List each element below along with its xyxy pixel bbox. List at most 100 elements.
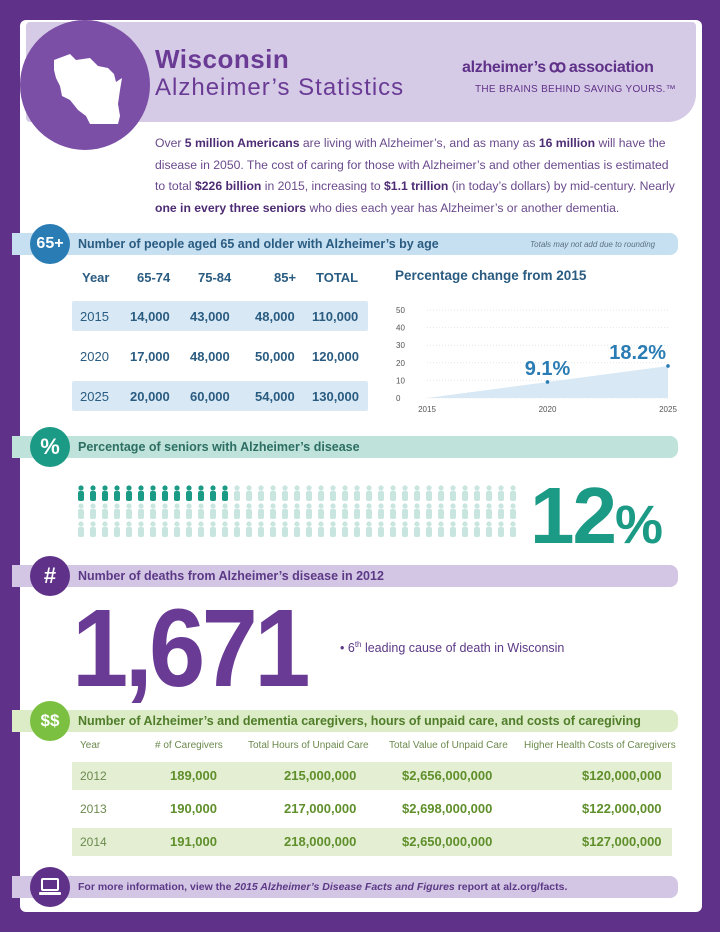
person-icon — [436, 521, 446, 543]
y-tick-label: 30 — [396, 341, 405, 350]
data-label: 18.2% — [609, 342, 666, 364]
person-icon — [88, 485, 98, 507]
person-icon — [340, 503, 350, 525]
person-icon — [232, 485, 242, 507]
cg-cell-hours: 217,000,000 — [284, 801, 357, 816]
person-icon — [496, 521, 506, 543]
person-icon — [508, 521, 518, 543]
section-title-deaths: Number of deaths from Alzheimer’s diseas… — [78, 569, 384, 583]
cell-85plus: 50,000 — [255, 349, 295, 364]
y-tick-label: 10 — [396, 376, 405, 385]
section-bar-percentage — [12, 436, 678, 458]
person-icon — [352, 521, 362, 543]
person-icon — [208, 503, 218, 525]
cg-row-shade — [72, 828, 672, 856]
person-icon — [196, 503, 206, 525]
table-row-shade — [72, 381, 368, 411]
person-icon — [484, 503, 494, 525]
cg-cell-hours: 215,000,000 — [284, 768, 357, 783]
person-icon — [148, 485, 158, 507]
cell-total: 130,000 — [312, 389, 359, 404]
y-tick-label: 40 — [396, 324, 405, 333]
cell-total: 110,000 — [312, 309, 359, 324]
person-icon — [292, 521, 302, 543]
col-header-85plus: 85+ — [274, 270, 297, 285]
percentage-change-chart: 0 10 20 30 40 50 9.1% 18.2% 2015 2020 2025 — [396, 306, 677, 414]
person-icon — [496, 503, 506, 525]
chart-title: Percentage change from 2015 — [395, 268, 587, 283]
section-bar-caregivers — [12, 710, 678, 732]
cell-total: 120,000 — [312, 349, 359, 364]
person-icon — [196, 485, 206, 507]
person-icon — [148, 503, 158, 525]
person-icon — [448, 485, 458, 507]
alz-association-logo[interactable]: alzheimer’s ꝏ association — [462, 57, 654, 77]
intro-highlight: 5 million Americans — [184, 136, 300, 150]
person-icon — [112, 503, 122, 525]
cg-cell-value: $2,698,000,000 — [402, 801, 493, 816]
person-icon — [460, 503, 470, 525]
person-icon — [256, 521, 266, 543]
person-icon — [100, 503, 110, 525]
cg-header-health-costs: Higher Health Costs of Caregivers — [524, 740, 676, 751]
person-icon — [160, 521, 170, 543]
data-label: 9.1% — [525, 358, 571, 380]
x-tick-label: 2025 — [659, 405, 677, 414]
person-icon — [400, 503, 410, 525]
person-icon — [376, 521, 386, 543]
cg-row-shade — [72, 762, 672, 790]
person-icon — [316, 485, 326, 507]
cg-header-hours: Total Hours of Unpaid Care — [248, 740, 369, 751]
section-bar-age — [12, 233, 678, 255]
person-icon — [280, 521, 290, 543]
deaths-value: 1,671 — [72, 587, 311, 710]
person-icon — [376, 485, 386, 507]
person-icon — [424, 503, 434, 525]
wisconsin-map-badge — [20, 20, 150, 150]
cg-cell-health-costs: $122,000,000 — [582, 801, 662, 816]
person-icon — [136, 503, 146, 525]
intro-text: (in today’s dollars) by mid-century. Nea… — [448, 179, 675, 193]
cg-cell-caregivers: 191,000 — [170, 834, 217, 849]
intro-text: who dies each year has Alzheimer’s or an… — [306, 200, 620, 215]
person-icon — [160, 485, 170, 507]
cell-65-74: 20,000 — [130, 389, 170, 404]
person-icon — [292, 503, 302, 525]
person-icon — [340, 485, 350, 507]
cell-year: 2020 — [80, 349, 109, 364]
intro-highlight: 16 million — [538, 136, 596, 150]
person-icon — [472, 521, 482, 543]
person-icon — [112, 485, 122, 507]
person-icon — [256, 503, 266, 525]
intro-highlight: $1.1 trillion — [384, 179, 449, 193]
person-icon — [220, 503, 230, 525]
person-icon — [136, 485, 146, 507]
intro-text: Over — [155, 136, 185, 150]
y-tick-label: 50 — [396, 306, 405, 315]
section-bar-deaths — [12, 565, 678, 587]
intro-text: in 2015, increasing to — [261, 179, 385, 193]
person-icon — [208, 485, 218, 507]
cell-75-84: 60,000 — [190, 389, 230, 404]
person-icon — [100, 521, 110, 543]
rounding-note: Totals may not add due to rounding — [530, 240, 656, 249]
percentage-number: 12 — [530, 471, 617, 560]
rank-suffix: th — [354, 640, 362, 649]
cg-header-year: Year — [80, 740, 101, 751]
person-icon — [76, 521, 86, 543]
footer-text[interactable]: For more information, view the 2015 Alzh… — [78, 881, 567, 893]
person-icon — [484, 521, 494, 543]
cg-cell-value: $2,650,000,000 — [402, 834, 493, 849]
intro-text: will have the disease in 2050. The cost … — [155, 136, 669, 193]
badge-text: # — [43, 563, 57, 588]
person-icon — [244, 485, 254, 507]
person-icon — [268, 503, 278, 525]
cg-cell-hours: 218,000,000 — [284, 834, 357, 849]
dollar-badge-icon: $$ — [30, 701, 70, 741]
person-icon — [448, 521, 458, 543]
person-icon — [172, 485, 182, 507]
person-icon — [184, 485, 194, 507]
intro-paragraph: Over 5 million Americans are living with… — [155, 133, 675, 219]
person-icon — [412, 485, 422, 507]
cell-year: 2025 — [80, 389, 109, 404]
